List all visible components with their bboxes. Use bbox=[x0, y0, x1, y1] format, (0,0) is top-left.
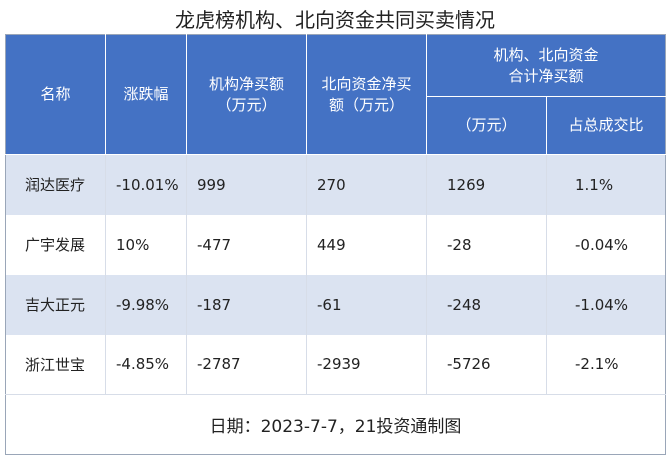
header-combined-line2: 合计净买额 bbox=[508, 66, 584, 85]
table-title: 龙虎榜机构、北向资金共同买卖情况 bbox=[175, 8, 495, 32]
header-combined-unit: （万元） bbox=[426, 96, 547, 155]
cell-change: -10.01% bbox=[105, 154, 187, 215]
cell-inst: -187 bbox=[186, 274, 307, 335]
header-name: 名称 bbox=[5, 34, 106, 155]
cell-total: -28 bbox=[426, 214, 547, 275]
cell-north: 270 bbox=[306, 154, 427, 215]
header-inst-net-buy: 机构净买额 （万元） bbox=[186, 34, 307, 155]
cell-inst: -477 bbox=[186, 214, 307, 275]
cell-name: 浙江世宝 bbox=[5, 334, 106, 395]
cell-ratio: 1.1% bbox=[546, 154, 666, 215]
header-north-line1: 北向资金净买 bbox=[321, 74, 412, 93]
header-north-line2: 额（万元） bbox=[328, 95, 404, 114]
cell-north: 449 bbox=[306, 214, 427, 275]
cell-total: -5726 bbox=[426, 334, 547, 395]
table-row: 润达医疗 -10.01% 999 270 1269 1.1% bbox=[5, 154, 666, 215]
header-combined: 机构、北向资金 合计净买额 bbox=[426, 34, 666, 97]
cell-inst: 999 bbox=[186, 154, 307, 215]
header-combined-ratio: 占总成交比 bbox=[546, 96, 666, 155]
header-change: 涨跌幅 bbox=[105, 34, 187, 155]
header-north-net-buy: 北向资金净买 额（万元） bbox=[306, 34, 427, 155]
cell-north: -61 bbox=[306, 274, 427, 335]
table-row: 浙江世宝 -4.85% -2787 -2939 -5726 -2.1% bbox=[5, 334, 666, 395]
cell-change: -9.98% bbox=[105, 274, 187, 335]
cell-ratio: -0.04% bbox=[546, 214, 666, 275]
source-footer: 日期：2023-7-7，21投资通制图 bbox=[5, 394, 666, 455]
cell-ratio: -1.04% bbox=[546, 274, 666, 335]
cell-ratio: -2.1% bbox=[546, 334, 666, 395]
cell-inst: -2787 bbox=[186, 334, 307, 395]
cell-name: 广宇发展 bbox=[5, 214, 106, 275]
cell-change: -4.85% bbox=[105, 334, 187, 395]
header-inst-line1: 机构净买额 bbox=[208, 74, 284, 93]
trading-table: 名称 涨跌幅 机构净买额 （万元） 北向资金净买 额（万元） 机构、北向资金 合… bbox=[5, 34, 667, 455]
table-row: 广宇发展 10% -477 449 -28 -0.04% bbox=[5, 214, 666, 275]
header-inst-line2: （万元） bbox=[216, 95, 277, 114]
cell-change: 10% bbox=[105, 214, 187, 275]
cell-total: 1269 bbox=[426, 154, 547, 215]
table-row: 吉大正元 -9.98% -187 -61 -248 -1.04% bbox=[5, 274, 666, 335]
cell-north: -2939 bbox=[306, 334, 427, 395]
cell-name: 润达医疗 bbox=[5, 154, 106, 215]
header-combined-line1: 机构、北向资金 bbox=[493, 45, 599, 64]
cell-total: -248 bbox=[426, 274, 547, 335]
cell-name: 吉大正元 bbox=[5, 274, 106, 335]
